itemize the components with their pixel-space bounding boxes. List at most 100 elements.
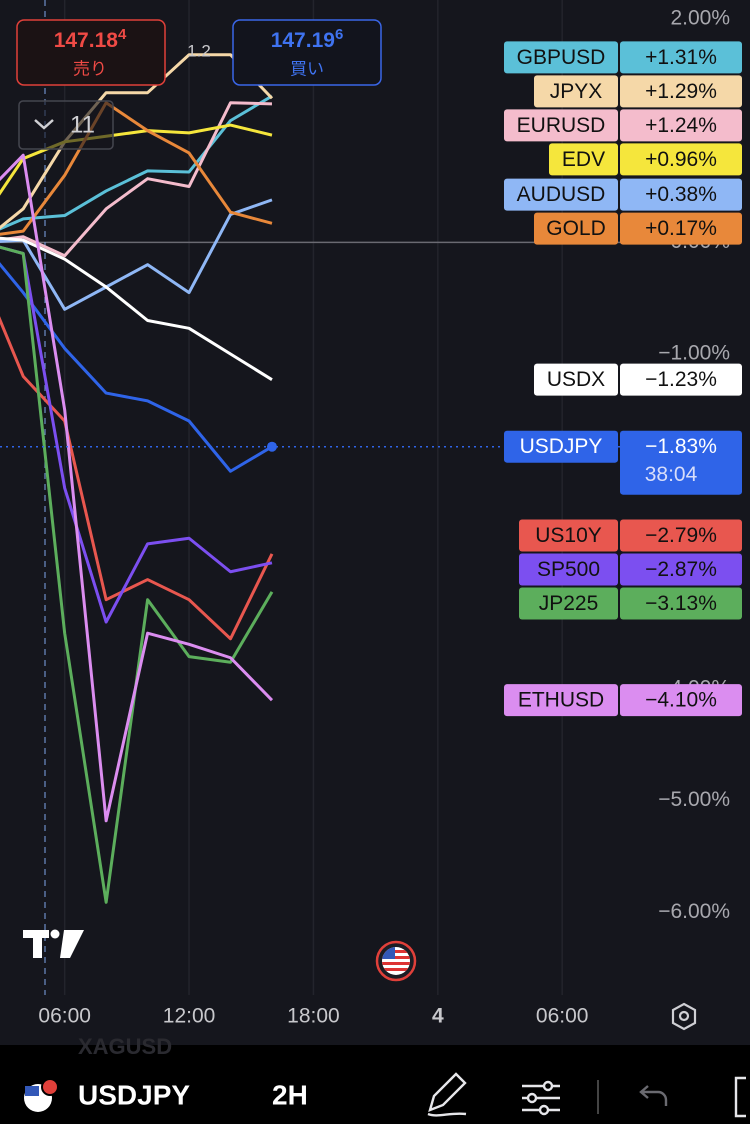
label-name: JPYX [550, 80, 603, 103]
toolbar [0, 1045, 750, 1124]
label-value: +1.29% [645, 80, 717, 103]
series-line [0, 245, 273, 624]
y-tick-label: −1.00% [658, 342, 730, 365]
label-name-box [534, 363, 618, 396]
label-name-box [534, 75, 618, 108]
label-value: −1.23% [645, 368, 717, 391]
y-tick-label: 2.00% [670, 7, 730, 30]
sell-price-pip: 4 [118, 26, 127, 43]
label-value-box [620, 109, 742, 142]
buy-price: 147.196 [271, 26, 344, 52]
series-line [0, 94, 273, 231]
sell-price: 147.184 [54, 26, 127, 52]
label-name: EURUSD [517, 114, 606, 137]
label-value-box [620, 553, 742, 586]
series-line [0, 245, 274, 904]
label-value: +1.24% [645, 114, 717, 137]
label-name-box [534, 212, 618, 245]
label-name: AUDUSD [517, 183, 606, 206]
label-value: +0.96% [645, 148, 717, 171]
symbol-flag-badge [41, 1078, 59, 1096]
label-value: +0.38% [645, 183, 717, 206]
label-name-box [504, 684, 618, 717]
label-value: −3.13% [645, 592, 717, 615]
indicator-toggle[interactable] [18, 100, 114, 150]
series-line [0, 316, 274, 641]
label-name: USDJPY [520, 435, 603, 458]
last-point [266, 441, 277, 452]
buy-price-pip: 6 [335, 26, 343, 43]
chevron-icon [34, 119, 54, 130]
y-tick-label: −6.00% [658, 900, 730, 923]
label-name: ETHUSD [518, 689, 604, 712]
label-name-box [519, 553, 618, 586]
label-name-box [519, 587, 618, 620]
label-value: +0.17% [645, 217, 717, 240]
indicators-icon[interactable] [522, 1080, 560, 1116]
series-line [0, 123, 273, 196]
label-value-box [620, 75, 742, 108]
y-tick-label: −5.00% [658, 788, 730, 811]
series-line [0, 153, 274, 823]
label-name-box [519, 519, 618, 552]
symbol-flag-canton [25, 1086, 39, 1096]
spread: 1.2 [187, 41, 211, 60]
more-icon[interactable] [734, 1076, 746, 1118]
label-value: −2.87% [645, 558, 717, 581]
buy-button[interactable] [232, 19, 382, 86]
label-name-box [549, 143, 618, 176]
label-name: US10Y [535, 524, 602, 547]
interval[interactable]: 2H [272, 1079, 308, 1110]
label-name: JP225 [539, 592, 599, 615]
plot [0, 53, 625, 904]
sell-label: 売り [73, 59, 107, 78]
buy-label: 買い [290, 59, 324, 78]
tradingview-logo [23, 929, 84, 958]
sell-price-main: 147.18 [54, 29, 119, 52]
x-tick-label: 06:00 [536, 1005, 589, 1028]
x-tick-label: 18:00 [287, 1005, 340, 1028]
label-value-box [620, 212, 742, 245]
sell-button[interactable] [16, 19, 166, 86]
x-tick-label: 06:00 [38, 1005, 91, 1028]
series-line [0, 198, 273, 311]
label-name-box [504, 109, 618, 142]
series-line [0, 101, 273, 236]
label-name-box [504, 430, 618, 463]
undo-icon[interactable] [639, 1085, 668, 1106]
label-value: +1.31% [645, 46, 717, 69]
label-name: EDV [562, 148, 605, 171]
label-value-box [620, 178, 742, 211]
label-name-box [504, 41, 618, 74]
buy-price-main: 147.19 [271, 29, 335, 52]
label-value-box [620, 587, 742, 620]
label-name: SP500 [537, 558, 600, 581]
series-line [0, 236, 273, 381]
draw-icon[interactable] [427, 1072, 467, 1117]
label-value: −2.79% [645, 524, 717, 547]
countdown: 38:04 [645, 463, 698, 486]
label-value-box [620, 430, 742, 495]
label-name: GOLD [546, 217, 606, 240]
symbol[interactable]: USDJPY [78, 1079, 190, 1110]
label-value: −1.83% [645, 435, 717, 458]
x-tick-label: 4 [432, 1005, 444, 1028]
label-name-box [504, 178, 618, 211]
settings-icon[interactable] [671, 1002, 697, 1031]
settings-icon-center [678, 1010, 690, 1022]
series-labels: GBPUSD +1.31% JPYX +1.29% EURUSD +1.24% EDV +0.… [504, 41, 742, 717]
label-value-box [620, 41, 742, 74]
label-value: −4.10% [645, 689, 717, 712]
label-value-box [620, 363, 742, 396]
label-value-box [620, 143, 742, 176]
x-tick-label: 12:00 [163, 1005, 216, 1028]
label-value-box [620, 684, 742, 717]
label-name: USDX [547, 368, 605, 391]
label-value-box [620, 519, 742, 552]
ghost-symbol: XAGUSD [78, 1034, 172, 1059]
label-name: GBPUSD [517, 46, 606, 69]
indicator-count: 11 [70, 111, 95, 138]
series-line [0, 101, 273, 258]
series-line [0, 262, 273, 473]
